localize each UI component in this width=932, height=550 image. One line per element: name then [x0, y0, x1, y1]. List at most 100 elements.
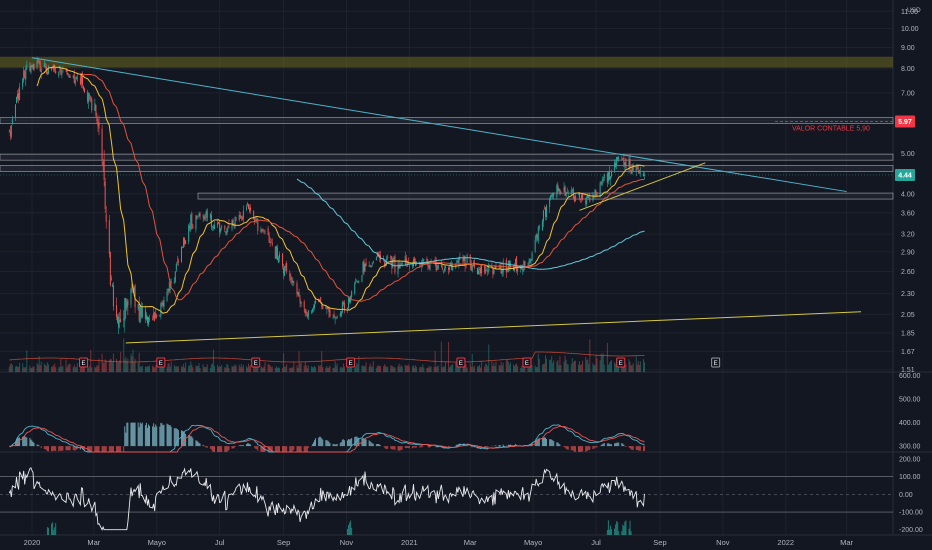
candle[interactable] [368, 261, 370, 267]
candle[interactable] [443, 265, 445, 273]
candle[interactable] [328, 306, 330, 318]
candle[interactable] [233, 223, 235, 230]
candle[interactable] [204, 213, 206, 221]
candle[interactable] [40, 66, 42, 80]
candle[interactable] [477, 266, 479, 275]
candle[interactable] [307, 310, 309, 320]
candle[interactable] [630, 169, 632, 175]
candle[interactable] [211, 225, 213, 232]
candle[interactable] [291, 276, 293, 286]
candle[interactable] [91, 97, 93, 113]
candle[interactable] [356, 279, 358, 283]
candle[interactable] [110, 275, 112, 281]
candle[interactable] [332, 314, 334, 320]
candle[interactable] [241, 215, 243, 221]
candle[interactable] [61, 69, 63, 79]
candle[interactable] [206, 208, 208, 222]
candle[interactable] [495, 262, 497, 269]
earnings-event[interactable]: E [346, 357, 356, 368]
candle[interactable] [234, 215, 236, 229]
candle[interactable] [159, 314, 161, 317]
candle[interactable] [220, 227, 222, 235]
candle[interactable] [221, 224, 223, 230]
candle[interactable] [415, 258, 417, 267]
candle[interactable] [195, 214, 197, 233]
candle[interactable] [564, 185, 566, 197]
candle[interactable] [615, 159, 617, 168]
candle[interactable] [371, 262, 373, 267]
candle[interactable] [423, 258, 425, 262]
candle[interactable] [488, 262, 490, 275]
candle[interactable] [553, 192, 555, 200]
candle[interactable] [80, 72, 82, 89]
candle[interactable] [155, 308, 157, 319]
candle[interactable] [182, 246, 184, 249]
candle[interactable] [81, 71, 83, 89]
candle[interactable] [329, 308, 331, 318]
candle[interactable] [18, 88, 20, 104]
candle[interactable] [305, 309, 307, 316]
candle[interactable] [293, 280, 295, 286]
candle[interactable] [183, 236, 185, 248]
candle[interactable] [103, 150, 105, 187]
candle[interactable] [112, 281, 114, 311]
candle[interactable] [536, 234, 538, 242]
candle[interactable] [478, 267, 480, 275]
candle[interactable] [538, 224, 540, 231]
candle[interactable] [592, 191, 594, 203]
candle[interactable] [31, 64, 33, 68]
earnings-event[interactable]: E [79, 357, 89, 368]
earnings-event[interactable]: E [522, 357, 532, 368]
candle[interactable] [189, 222, 191, 232]
candle[interactable] [60, 67, 62, 76]
candle[interactable] [557, 181, 559, 194]
candle[interactable] [289, 270, 291, 281]
candle[interactable] [340, 311, 342, 318]
candle[interactable] [180, 246, 182, 263]
candle[interactable] [267, 226, 269, 236]
candle[interactable] [624, 161, 626, 170]
candle[interactable] [209, 213, 211, 221]
candle[interactable] [481, 263, 483, 277]
candle[interactable] [608, 166, 610, 181]
candle[interactable] [285, 263, 287, 272]
candle[interactable] [212, 224, 214, 231]
candle[interactable] [205, 208, 207, 222]
candle[interactable] [102, 159, 104, 173]
candle[interactable] [249, 204, 251, 214]
candle[interactable] [9, 125, 11, 141]
candle[interactable] [156, 313, 158, 319]
candle[interactable] [126, 299, 128, 312]
candle[interactable] [565, 191, 567, 198]
candle[interactable] [203, 215, 205, 221]
candle[interactable] [609, 175, 611, 186]
candle[interactable] [263, 230, 265, 234]
candle[interactable] [292, 277, 294, 287]
candle[interactable] [67, 72, 69, 77]
candle[interactable] [552, 192, 554, 200]
candle[interactable] [167, 288, 169, 296]
candle[interactable] [276, 244, 278, 261]
candle[interactable] [127, 298, 129, 316]
candle[interactable] [284, 265, 286, 277]
candle[interactable] [173, 277, 175, 285]
candle[interactable] [185, 239, 187, 245]
candle[interactable] [541, 219, 543, 232]
candle[interactable] [188, 223, 190, 245]
candle[interactable] [54, 64, 56, 73]
candle[interactable] [457, 258, 459, 263]
candle[interactable] [314, 301, 316, 311]
candle[interactable] [341, 300, 343, 314]
candle[interactable] [334, 316, 336, 325]
candle[interactable] [470, 260, 472, 272]
candle[interactable] [240, 215, 242, 221]
candle[interactable] [210, 210, 212, 231]
candle[interactable] [300, 300, 302, 308]
candle[interactable] [560, 190, 562, 195]
candle[interactable] [603, 173, 605, 181]
candle[interactable] [168, 281, 170, 294]
candle[interactable] [362, 260, 364, 276]
candle[interactable] [618, 156, 620, 162]
candle[interactable] [118, 313, 120, 335]
candle[interactable] [442, 270, 444, 274]
